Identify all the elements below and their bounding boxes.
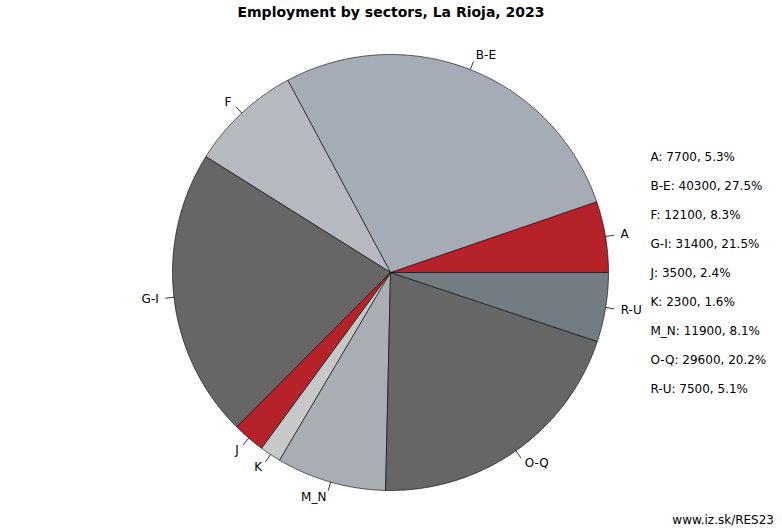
svg-text:M_N: M_N [301, 490, 326, 504]
svg-text:J: 3500, 2.4%: J: 3500, 2.4% [650, 266, 731, 280]
svg-text:G-I: 31400, 21.5%: G-I: 31400, 21.5% [651, 237, 760, 251]
svg-text:A: A [621, 227, 630, 241]
svg-text:B-E: B-E [476, 48, 496, 62]
svg-text:R-U: 7500, 5.1%: R-U: 7500, 5.1% [651, 382, 748, 396]
svg-text:R-U: R-U [621, 303, 642, 317]
svg-text:O-Q: 29600, 20.2%: O-Q: 29600, 20.2% [651, 353, 767, 367]
svg-text:K: K [254, 460, 263, 474]
svg-text:J: J [234, 443, 239, 457]
svg-text:K: 2300, 1.6%: K: 2300, 1.6% [651, 295, 735, 309]
svg-text:M_N: 11900, 8.1%: M_N: 11900, 8.1% [651, 324, 760, 338]
svg-text:G-I: G-I [142, 292, 159, 306]
html-text:www.iz.sk/RES23: www.iz.sk/RES23 [672, 513, 774, 527]
svg-text:B-E: 40300, 27.5%: B-E: 40300, 27.5% [651, 179, 763, 193]
html-text:Employment by sectors, La Rioj: Employment by sectors, La Rioja, 2023 [237, 4, 545, 20]
svg-text:F: 12100, 8.3%: F: 12100, 8.3% [651, 208, 741, 222]
svg-text:O-Q: O-Q [525, 456, 549, 470]
svg-text:A: 7700, 5.3%: A: 7700, 5.3% [651, 150, 736, 164]
svg-text:F: F [225, 95, 232, 109]
